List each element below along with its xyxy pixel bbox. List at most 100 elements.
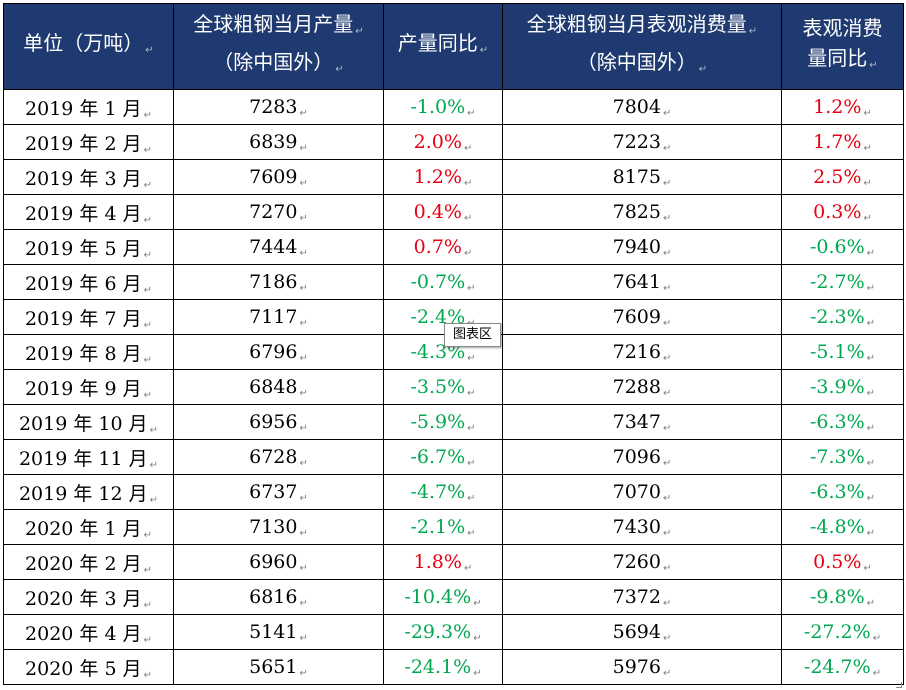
cell-cons-yoy[interactable]: 1.2% ↵ <box>781 89 904 125</box>
cell-production[interactable]: 6848 ↵ <box>173 369 384 405</box>
cell-production[interactable]: 6728 ↵ <box>173 439 384 475</box>
cell-consumption[interactable]: 7825 ↵ <box>502 194 782 230</box>
cell-prod-yoy[interactable]: -24.1% ↵ <box>383 649 503 685</box>
cell-month[interactable]: 2019 年 12 月 ↵ <box>3 474 174 510</box>
cell-cons-yoy[interactable]: -9.8% ↵ <box>781 579 904 615</box>
cell-consumption[interactable]: 7641 ↵ <box>502 264 782 300</box>
cell-consumption[interactable]: 7804 ↵ <box>502 89 782 125</box>
cell-consumption[interactable]: 7260 ↵ <box>502 544 782 580</box>
cell-cons-yoy[interactable]: -0.6% ↵ <box>781 229 904 265</box>
cell-consumption[interactable]: 7940 ↵ <box>502 229 782 265</box>
paragraph-mark-icon: ↵ <box>143 634 152 646</box>
cell-month[interactable]: 2019 年 2 月 ↵ <box>3 124 174 160</box>
cell-prod-yoy-value: -29.3% <box>404 620 472 643</box>
cell-consumption[interactable]: 8175 ↵ <box>502 159 782 195</box>
cell-prod-yoy[interactable]: 1.2% ↵ <box>383 159 503 195</box>
cell-production[interactable]: 7283 ↵ <box>173 89 384 125</box>
cell-consumption[interactable]: 7223 ↵ <box>502 124 782 160</box>
paragraph-mark-icon: ↵ <box>662 177 672 189</box>
paragraph-mark-icon: ↵ <box>662 667 672 679</box>
paragraph-mark-icon: ↵ <box>866 247 876 259</box>
cell-month[interactable]: 2020 年 5 月 ↵ <box>3 649 174 685</box>
cell-cons-yoy[interactable]: -6.3% ↵ <box>781 474 904 510</box>
cell-consumption-value: 7288 <box>612 375 661 398</box>
cell-production[interactable]: 5141 ↵ <box>173 614 384 650</box>
cell-cons-yoy[interactable]: 1.7% ↵ <box>781 124 904 160</box>
cell-consumption[interactable]: 7096 ↵ <box>502 439 782 475</box>
cell-month[interactable]: 2019 年 5 月 ↵ <box>3 229 174 265</box>
cell-cons-yoy[interactable]: 2.5% ↵ <box>781 159 904 195</box>
cell-consumption[interactable]: 7070 ↵ <box>502 474 782 510</box>
paragraph-mark-icon: ↵ <box>662 422 672 434</box>
cell-production[interactable]: 6839 ↵ <box>173 124 384 160</box>
cell-month[interactable]: 2019 年 11 月 ↵ <box>3 439 174 475</box>
cell-production[interactable]: 6796 ↵ <box>173 334 384 370</box>
cell-month[interactable]: 2020 年 3 月 ↵ <box>3 579 174 615</box>
header-consumption[interactable]: 全球粗钢当月表观消费量 ↵ （除中国外） ↵ <box>502 3 782 90</box>
cell-month[interactable]: 2019 年 7 月 ↵ <box>3 299 174 335</box>
cell-production[interactable]: 6737 ↵ <box>173 474 384 510</box>
cell-month[interactable]: 2020 年 4 月 ↵ <box>3 614 174 650</box>
paragraph-mark-icon: ↵ <box>467 527 476 539</box>
header-production[interactable]: 全球粗钢当月产量 ↵ （除中国外） ↵ <box>173 3 384 90</box>
cell-month[interactable]: 2019 年 9 月 ↵ <box>3 369 174 405</box>
cell-production[interactable]: 7130 ↵ <box>173 509 384 545</box>
header-cons-yoy[interactable]: 表观消费 量同比 ↵ <box>781 3 904 90</box>
cell-month[interactable]: 2019 年 4 月 ↵ <box>3 194 174 230</box>
cell-prod-yoy[interactable]: -10.4% ↵ <box>383 579 503 615</box>
cell-consumption[interactable]: 5976 ↵ <box>502 649 782 685</box>
cell-prod-yoy[interactable]: 0.7% ↵ <box>383 229 503 265</box>
cell-month[interactable]: 2020 年 1 月 ↵ <box>3 509 174 545</box>
cell-production[interactable]: 6816 ↵ <box>173 579 384 615</box>
cell-production[interactable]: 7444 ↵ <box>173 229 384 265</box>
cell-production[interactable]: 7117 ↵ <box>173 299 384 335</box>
cell-consumption[interactable]: 7216 ↵ <box>502 334 782 370</box>
cell-prod-yoy[interactable]: 2.0% ↵ <box>383 124 503 160</box>
cell-consumption[interactable]: 5694 ↵ <box>502 614 782 650</box>
cell-month[interactable]: 2019 年 1 月 ↵ <box>3 89 174 125</box>
cell-month[interactable]: 2019 年 3 月 ↵ <box>3 159 174 195</box>
resize-corner-icon[interactable] <box>896 682 902 688</box>
cell-cons-yoy[interactable]: -2.7% ↵ <box>781 264 904 300</box>
cell-consumption[interactable]: 7372 ↵ <box>502 579 782 615</box>
cell-prod-yoy[interactable]: -2.1% ↵ <box>383 509 503 545</box>
cell-consumption[interactable]: 7430 ↵ <box>502 509 782 545</box>
paragraph-mark-icon: ↵ <box>143 214 152 226</box>
cell-prod-yoy[interactable]: -5.9% ↵ <box>383 404 503 440</box>
cell-cons-yoy[interactable]: -4.8% ↵ <box>781 509 904 545</box>
cell-prod-yoy[interactable]: 1.8% ↵ <box>383 544 503 580</box>
cell-prod-yoy[interactable]: -4.7% ↵ <box>383 474 503 510</box>
cell-production[interactable]: 5651 ↵ <box>173 649 384 685</box>
cell-cons-yoy[interactable]: 0.5% ↵ <box>781 544 904 580</box>
cell-prod-yoy[interactable]: 0.4% ↵ <box>383 194 503 230</box>
cell-production[interactable]: 6960 ↵ <box>173 544 384 580</box>
cell-production[interactable]: 7609 ↵ <box>173 159 384 195</box>
table-row: 2020 年 1 月 ↵ 7130 ↵ -2.1% ↵ 7430 ↵ -4.8% ↵ <box>3 509 904 545</box>
cell-month[interactable]: 2020 年 2 月 ↵ <box>3 544 174 580</box>
cell-cons-yoy[interactable]: -3.9% ↵ <box>781 369 904 405</box>
cell-cons-yoy[interactable]: -2.3% ↵ <box>781 299 904 335</box>
cell-month[interactable]: 2019 年 8 月 ↵ <box>3 334 174 370</box>
cell-production[interactable]: 6956 ↵ <box>173 404 384 440</box>
cell-cons-yoy[interactable]: -27.2% ↵ <box>781 614 904 650</box>
cell-month[interactable]: 2019 年 10 月 ↵ <box>3 404 174 440</box>
cell-prod-yoy[interactable]: -29.3% ↵ <box>383 614 503 650</box>
cell-prod-yoy[interactable]: -1.0% ↵ <box>383 89 503 125</box>
cell-cons-yoy[interactable]: -6.3% ↵ <box>781 404 904 440</box>
cell-month[interactable]: 2019 年 6 月 ↵ <box>3 264 174 300</box>
cell-cons-yoy[interactable]: -24.7% ↵ <box>781 649 904 685</box>
header-prod-yoy[interactable]: 产量同比 ↵ <box>383 3 503 90</box>
cell-prod-yoy[interactable]: -3.5% ↵ <box>383 369 503 405</box>
cell-production[interactable]: 7270 ↵ <box>173 194 384 230</box>
cell-consumption[interactable]: 7288 ↵ <box>502 369 782 405</box>
paragraph-mark-icon: ↵ <box>872 632 882 644</box>
cell-cons-yoy[interactable]: 0.3% ↵ <box>781 194 904 230</box>
cell-consumption[interactable]: 7609 ↵ <box>502 299 782 335</box>
cell-production[interactable]: 7186 ↵ <box>173 264 384 300</box>
cell-cons-yoy[interactable]: -5.1% ↵ <box>781 334 904 370</box>
header-unit[interactable]: 单位（万吨） ↵ <box>3 3 174 90</box>
cell-consumption[interactable]: 7347 ↵ <box>502 404 782 440</box>
cell-cons-yoy[interactable]: -7.3% ↵ <box>781 439 904 475</box>
cell-prod-yoy[interactable]: -0.7% ↵ <box>383 264 503 300</box>
cell-prod-yoy[interactable]: -6.7% ↵ <box>383 439 503 475</box>
